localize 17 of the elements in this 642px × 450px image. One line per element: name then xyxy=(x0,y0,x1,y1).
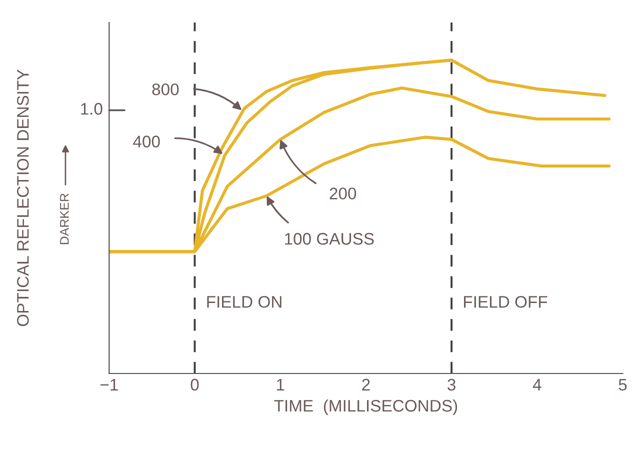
x-tick-label: 1 xyxy=(276,378,284,390)
x-tick-label: 4 xyxy=(532,378,542,390)
ref-line-label: FIELD ON xyxy=(207,296,282,308)
y-axis-title: OPTICAL REFLECTION DENSITY xyxy=(17,69,29,326)
annotation: 100 GAUSS xyxy=(285,232,374,245)
x-tick-label: −1 xyxy=(100,378,118,390)
x-tick-label: 2 xyxy=(362,378,370,390)
x-tick-label: 3 xyxy=(448,378,456,391)
text: 1.0 xyxy=(81,102,102,115)
x-tick-label: 5 xyxy=(618,378,627,391)
x-tick-label: 0 xyxy=(190,378,199,391)
annotation: 400 xyxy=(133,136,160,148)
annotation: 800 xyxy=(152,83,179,96)
ref-line-label: FIELD OFF xyxy=(464,296,548,308)
annotation: 200 xyxy=(330,188,356,200)
x-axis-title: TIME (MILLISECONDS) xyxy=(274,399,458,415)
text: DARKER xyxy=(60,194,69,244)
